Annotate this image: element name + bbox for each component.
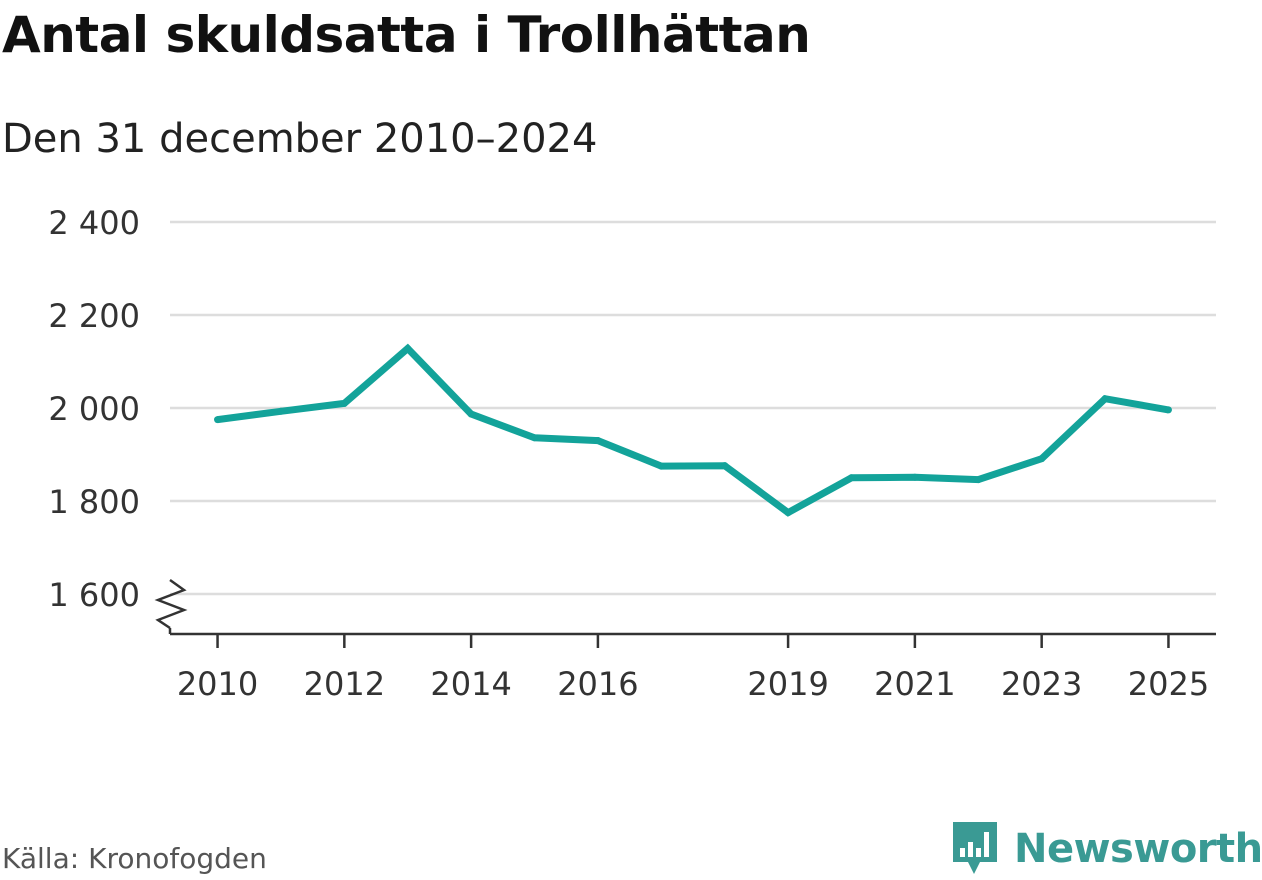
y-tick-label: 2 000 <box>48 390 140 428</box>
y-tick-label: 1 800 <box>48 483 140 521</box>
x-tick-label: 2010 <box>177 665 258 703</box>
data-point-2019 <box>784 509 792 517</box>
data-point-2015 <box>531 434 539 442</box>
x-tick-label: 2021 <box>874 665 955 703</box>
data-point-2020 <box>847 474 855 482</box>
data-point-2023 <box>1038 455 1046 463</box>
source-note: Källa: Kronofogden <box>2 842 267 875</box>
data-point-2016 <box>594 437 602 445</box>
x-tick-label: 2023 <box>1001 665 1082 703</box>
data-point-2013 <box>404 344 412 352</box>
x-tick-label: 2014 <box>430 665 511 703</box>
y-tick-label: 1 600 <box>48 576 140 614</box>
data-point-2025 <box>1164 406 1172 414</box>
chart-subtitle: Den 31 december 2010–2024 <box>2 116 598 162</box>
x-tick-label: 2019 <box>747 665 828 703</box>
data-point-2018 <box>721 462 729 470</box>
y-tick-label: 2 200 <box>48 297 140 335</box>
data-point-2010 <box>214 416 222 424</box>
x-tick-label: 2016 <box>557 665 638 703</box>
series-layer <box>214 343 1172 517</box>
chart-title: Antal skuldsatta i Trollhättan <box>2 6 811 64</box>
data-point-2022 <box>974 476 982 484</box>
x-axis: 2010 2012 2014 2016 2019 2021 2023 2025 <box>170 632 1216 703</box>
brand-name: Newsworthy <box>1014 826 1262 872</box>
data-point-2024 <box>1101 395 1109 403</box>
bar-chart-bubble-icon <box>953 822 997 874</box>
series-line <box>217 343 1170 517</box>
y-tick-label: 2 400 <box>48 204 140 242</box>
x-tick-label: 2012 <box>304 665 385 703</box>
data-point-2014 <box>467 410 475 418</box>
data-point-2021 <box>911 473 919 481</box>
newsworthy-brand[interactable]: Newsworthy <box>950 818 1262 880</box>
axis-break-icon <box>154 578 188 630</box>
y-axis-ticks: 1 600 1 800 2 000 2 200 2 400 <box>48 204 188 634</box>
x-tick-label: 2025 <box>1128 665 1209 703</box>
gridlines <box>170 220 1216 596</box>
data-point-2017 <box>657 462 665 470</box>
data-point-2012 <box>340 399 348 407</box>
data-point-2011 <box>277 407 285 415</box>
